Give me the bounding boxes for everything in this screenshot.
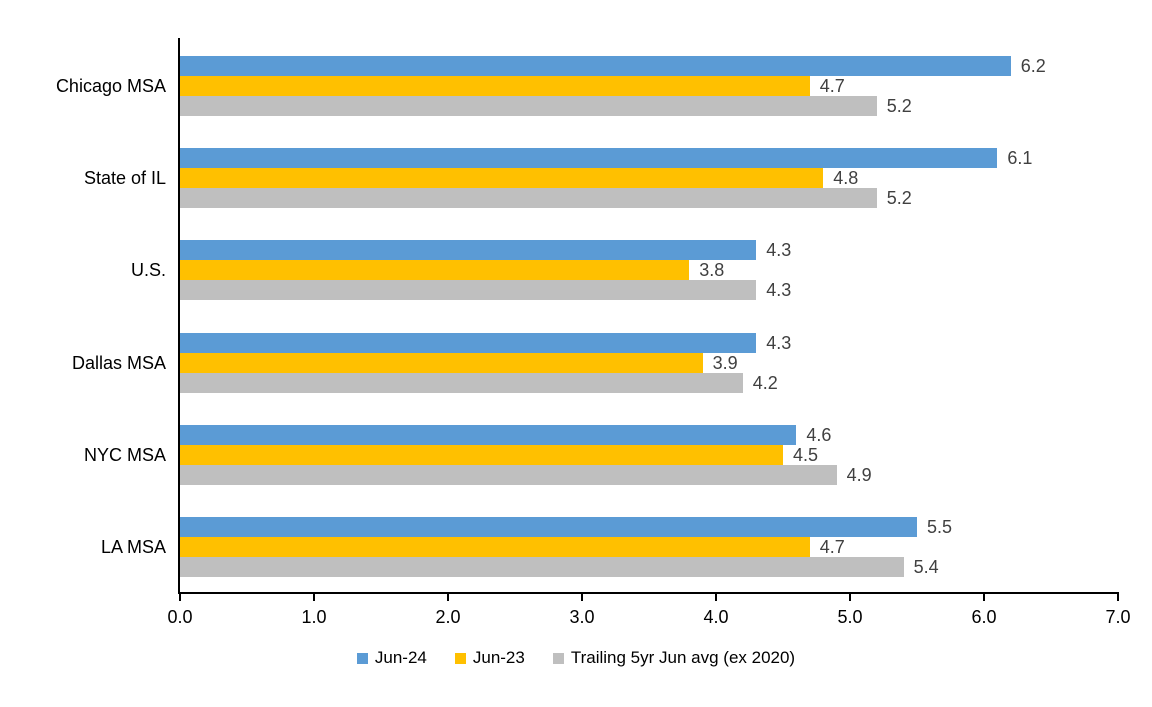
bar-trailing-5yr-jun-avg-ex-2020- — [180, 556, 904, 577]
legend-label: Trailing 5yr Jun avg (ex 2020) — [570, 648, 796, 667]
bar-jun-23 — [180, 444, 783, 465]
x-axis-tick — [849, 594, 851, 601]
x-axis-tick — [983, 594, 985, 601]
bar-jun-23 — [180, 76, 810, 97]
bar-jun-24 — [180, 516, 917, 537]
value-label: 4.9 — [846, 464, 872, 485]
value-label: 4.3 — [766, 280, 792, 301]
bar-jun-23 — [180, 260, 690, 281]
x-axis-tick-label: 7.0 — [1105, 607, 1131, 627]
x-axis-tick-label: 0.0 — [167, 607, 193, 627]
x-axis-tick-label: 1.0 — [301, 607, 327, 627]
legend-swatch-icon — [552, 652, 564, 664]
bar-jun-24 — [180, 240, 757, 261]
value-label: 5.2 — [886, 96, 912, 117]
x-axis-tick-label: 6.0 — [971, 607, 997, 627]
value-label: 4.3 — [766, 332, 792, 353]
bar-jun-24 — [180, 424, 797, 445]
value-label: 4.3 — [766, 240, 792, 261]
value-label: 4.6 — [806, 424, 832, 445]
legend-item: Jun-24 — [356, 648, 427, 668]
bar-jun-24 — [180, 148, 998, 169]
value-label: 6.1 — [1007, 148, 1033, 169]
category-label: NYC MSA — [83, 444, 166, 465]
value-label: 4.7 — [819, 76, 845, 97]
value-label: 4.2 — [752, 372, 778, 393]
value-label: 3.9 — [712, 352, 738, 373]
legend-item: Jun-23 — [454, 648, 525, 668]
y-axis-line — [178, 38, 180, 594]
value-label: 5.5 — [927, 516, 953, 537]
category-label: Chicago MSA — [55, 76, 166, 97]
legend-swatch-icon — [356, 652, 368, 664]
x-axis-tick — [179, 594, 181, 601]
category-label: Dallas MSA — [71, 352, 166, 373]
x-axis-tick — [1117, 594, 1119, 601]
legend-label: Jun-23 — [472, 648, 525, 667]
value-label: 4.8 — [833, 168, 859, 189]
bar-trailing-5yr-jun-avg-ex-2020- — [180, 372, 743, 393]
bar-jun-24 — [180, 332, 757, 353]
bar-jun-23 — [180, 536, 810, 557]
x-axis-tick — [581, 594, 583, 601]
x-axis-tick — [447, 594, 449, 601]
bar-trailing-5yr-jun-avg-ex-2020- — [180, 280, 757, 301]
bar-jun-23 — [180, 352, 703, 373]
legend-item: Trailing 5yr Jun avg (ex 2020) — [552, 648, 796, 668]
value-label: 4.5 — [793, 444, 819, 465]
value-label: 5.4 — [913, 556, 939, 577]
bar-trailing-5yr-jun-avg-ex-2020- — [180, 96, 877, 117]
value-label: 4.7 — [819, 536, 845, 557]
value-label: 6.2 — [1020, 56, 1046, 77]
category-label: LA MSA — [100, 536, 166, 557]
legend-swatch-icon — [454, 652, 466, 664]
x-axis-tick — [313, 594, 315, 601]
bar-jun-24 — [180, 56, 1011, 77]
category-label: U.S. — [130, 260, 166, 281]
category-label: State of IL — [83, 168, 166, 189]
x-axis-tick-label: 5.0 — [837, 607, 863, 627]
legend: Jun-24 Jun-23 Trailing 5yr Jun avg (ex 202… — [0, 648, 1152, 668]
x-axis-tick-label: 2.0 — [435, 607, 461, 627]
bar-jun-23 — [180, 168, 824, 189]
x-axis-line — [178, 592, 1119, 594]
bar-trailing-5yr-jun-avg-ex-2020- — [180, 464, 837, 485]
x-axis-tick — [715, 594, 717, 601]
value-label: 3.8 — [699, 260, 725, 281]
legend-label: Jun-24 — [374, 648, 427, 667]
x-axis-tick-label: 4.0 — [703, 607, 729, 627]
value-label: 5.2 — [886, 188, 912, 209]
x-axis-tick-label: 3.0 — [569, 607, 595, 627]
bar-trailing-5yr-jun-avg-ex-2020- — [180, 188, 877, 209]
